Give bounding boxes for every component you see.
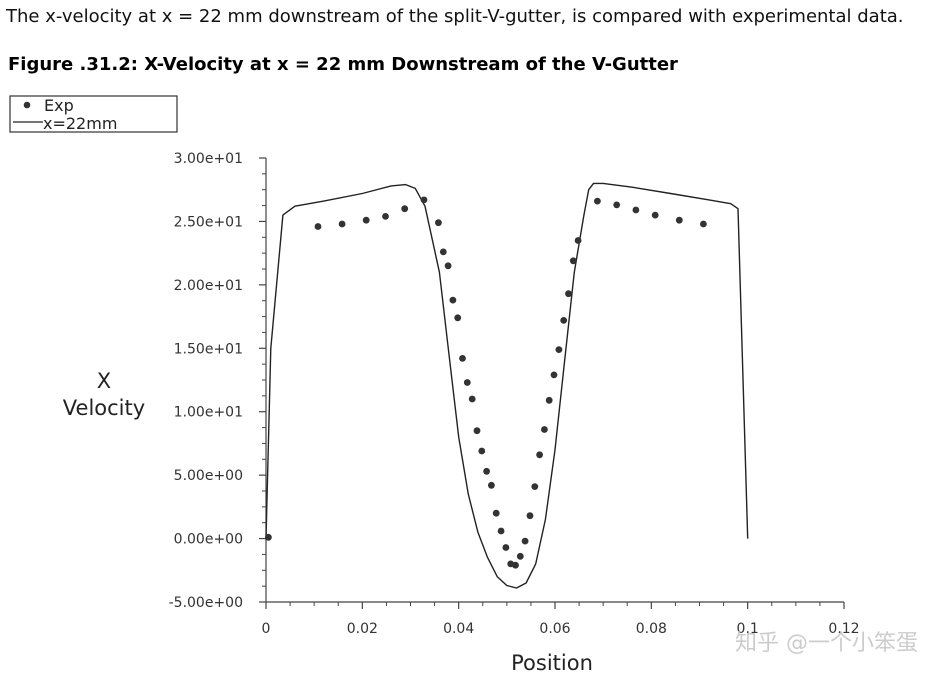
exp-data-point: [265, 533, 272, 541]
intro-text: The x-velocity at x = 22 mm downstream o…: [6, 6, 904, 27]
exp-data-point: [439, 248, 447, 256]
exp-data-point: [382, 213, 389, 220]
series-line: [265, 182, 749, 589]
exp-data-point: [531, 483, 539, 490]
exp-data-point: [700, 220, 707, 228]
y-tick-label: 3.00e+01: [174, 151, 243, 167]
exp-data-point: [521, 537, 529, 545]
y-tick-label: 1.00e+01: [174, 405, 243, 421]
exp-data-point: [483, 467, 490, 475]
y-axis-label-line: X: [97, 369, 111, 393]
exp-data-point: [569, 257, 577, 265]
exp-data-point: [473, 427, 481, 435]
legend: Exp x=22mm: [9, 95, 178, 133]
exp-data-point: [613, 201, 621, 209]
simulation-line: [265, 182, 749, 589]
exp-data-point: [478, 447, 486, 455]
figure-caption: Figure .31.2: X-Velocity at x = 22 mm Do…: [8, 54, 678, 75]
exp-data-point: [435, 219, 442, 227]
x-tick-label: 0: [262, 621, 271, 637]
y-axis-label-line: Velocity: [63, 396, 145, 420]
exp-data-point: [463, 379, 471, 386]
exp-data-point: [675, 216, 683, 224]
y-tick-label: 2.00e+01: [174, 278, 243, 294]
x-axis-label: Position: [511, 651, 593, 675]
exp-data-point: [632, 206, 640, 214]
exp-data-point: [526, 512, 534, 520]
exp-data-point: [594, 197, 601, 205]
exp-data-point: [574, 237, 582, 244]
exp-data-point: [459, 355, 466, 362]
series-points: [265, 196, 707, 569]
exp-data-point: [492, 509, 500, 517]
y-tick-label: 1.50e+01: [174, 341, 243, 357]
x-tick-label: 0.08: [636, 621, 667, 637]
exp-data-point: [555, 346, 563, 353]
legend-exp-label: Exp: [44, 96, 74, 115]
exp-data-point: [565, 290, 572, 298]
x-tick-label: 0.04: [443, 621, 474, 637]
x-tick-label: 0.06: [539, 621, 570, 637]
exp-data-point: [516, 552, 524, 560]
y-tick-label: 0.00e+00: [174, 532, 243, 548]
y-tick-label: -5.00e+00: [169, 595, 243, 611]
exp-data-point: [449, 296, 457, 304]
exp-data-point: [651, 211, 659, 219]
exp-data-point: [497, 527, 505, 535]
legend-line-label: x=22mm: [43, 114, 117, 133]
y-axis-label: X Velocity: [63, 369, 145, 420]
exp-data-point: [488, 481, 495, 489]
exp-data-point: [545, 396, 553, 404]
legend-box: [9, 95, 178, 133]
exp-data-point: [560, 317, 568, 324]
exp-data-point: [536, 451, 543, 459]
exp-data-point: [401, 205, 409, 213]
exp-data-point: [550, 371, 558, 379]
exp-data-point: [468, 395, 476, 403]
exp-data-point: [314, 223, 322, 230]
legend-exp-marker: [23, 101, 31, 109]
y-tick-label: 5.00e+00: [174, 468, 243, 484]
exp-data-point: [512, 561, 519, 569]
x-tick-label: 0.12: [828, 621, 859, 637]
exp-data-point: [420, 196, 428, 204]
y-tick-label: 2.50e+01: [174, 214, 243, 230]
exp-data-point: [454, 314, 462, 322]
exp-data-point: [502, 544, 510, 551]
axes: [265, 158, 844, 603]
exp-data-point: [362, 216, 370, 224]
exp-data-point: [338, 220, 346, 228]
x-tick-label: 0.02: [347, 621, 378, 637]
exp-data-point: [444, 262, 452, 270]
ticks: -5.00e+00 0.00e+00 5.00e+00 1.00e+01 1.50e+0…: [169, 151, 860, 637]
watermark-text: 知乎 @一个小笨蛋: [735, 631, 918, 656]
x-tick-label: 0.1: [737, 621, 759, 637]
exp-data-point: [541, 426, 548, 433]
